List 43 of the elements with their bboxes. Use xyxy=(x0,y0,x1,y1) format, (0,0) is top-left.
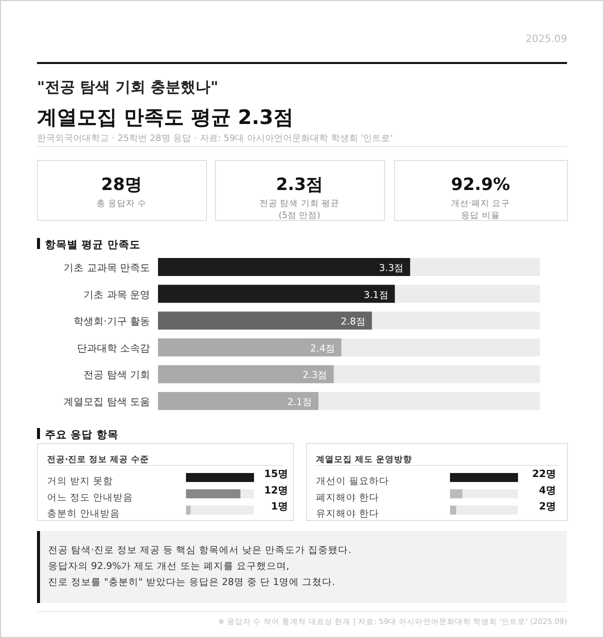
y-tick-label: 전공 탐색 기회 xyxy=(84,370,150,382)
y-tick-label: 개선이 필요하다 xyxy=(316,476,390,487)
data-label: 1명 xyxy=(271,502,288,513)
text: 계열모집 만족도 평균 2.3점 xyxy=(37,105,294,129)
y-tick-label: 유지해야 한다 xyxy=(316,508,380,520)
y-tick-label: 단과대학 소속감 xyxy=(76,343,150,354)
data-label: 2.4점 xyxy=(310,343,336,354)
y-tick-label: 폐지해야 한다 xyxy=(316,492,380,504)
text: "전공 탐색 기회 충분했나" xyxy=(37,78,218,96)
data-label: 3.3점 xyxy=(379,263,404,274)
data-label: 12명 xyxy=(264,485,288,496)
y-tick-label: 충분히 안내받음 xyxy=(47,508,120,520)
text: 응답 비율 xyxy=(461,211,500,221)
text: 2025.09 xyxy=(526,34,567,45)
data-label: 4명 xyxy=(539,485,556,496)
text: 2.3점 xyxy=(276,175,324,195)
data-label: 2.8점 xyxy=(340,316,366,328)
text: 전공·진로 정보 제공 수준 xyxy=(47,455,150,465)
text: 진로 정보를 "충분히" 받았다는 응답은 28명 중 단 1명에 그쳤다. xyxy=(48,577,336,588)
chart-title: 항목별 평균 만족도 xyxy=(45,239,140,251)
text: 한국외국어대학교 · 25학번 28명 응답 · 자료: 59대 아시아언어문화대학 학생회 '인트로' xyxy=(37,134,393,144)
data-label: 2.1점 xyxy=(287,397,312,408)
text: 응답자의 92.9%가 제도 개선 또는 폐지를 요구했으며, xyxy=(48,561,290,572)
y-tick-label: 기초 과목 운영 xyxy=(84,290,150,301)
data-label: 2.3점 xyxy=(302,370,328,382)
text: 총 응답자 수 xyxy=(96,199,147,209)
text: 전공 탐색 기회 평균 xyxy=(259,199,340,209)
text: 전공 탐색·진로 정보 제공 등 핵심 항목에서 낮은 만족도가 집중됐다. xyxy=(48,545,352,556)
text: 92.9% xyxy=(451,175,510,195)
text: 28명 xyxy=(101,175,142,195)
text: 주요 응답 항목 xyxy=(45,429,118,441)
y-tick-label: 계열모집 탐색 도움 xyxy=(64,397,150,408)
data-label: 22명 xyxy=(532,469,556,480)
text: 계열모집 제도 운영방향 xyxy=(316,455,412,465)
y-tick-label: 학생회·기구 활동 xyxy=(74,316,150,328)
y-tick-label: 거의 받지 못함 xyxy=(47,476,114,487)
data-label: 2명 xyxy=(539,502,556,513)
text: (5점 만점) xyxy=(278,211,320,221)
data-label: 3.1점 xyxy=(364,290,389,301)
y-tick-label: 기초 교과목 만족도 xyxy=(64,263,150,274)
data-label: 15명 xyxy=(264,469,288,480)
text: 개선·폐지 요구 xyxy=(450,199,510,209)
y-tick-label: 어느 정도 안내받음 xyxy=(47,492,134,504)
